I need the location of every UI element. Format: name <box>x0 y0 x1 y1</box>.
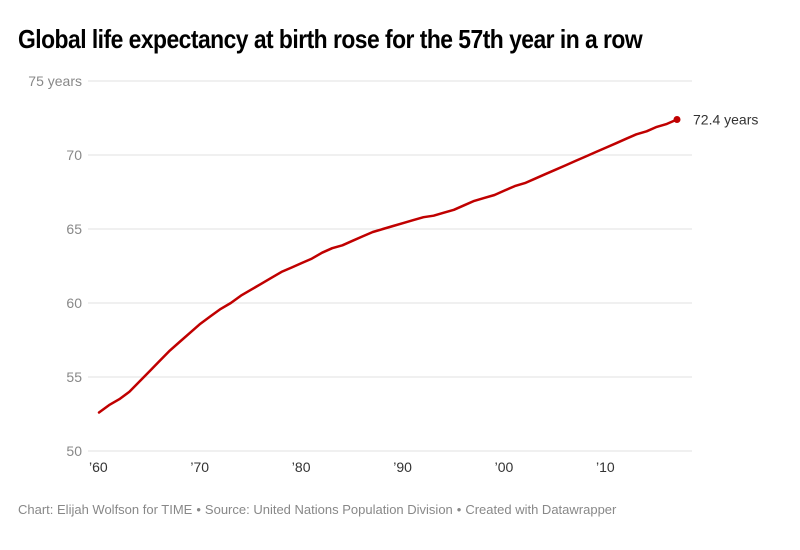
end-point-marker <box>673 115 681 123</box>
x-axis: ’60 ’70 ’80 ’90 ’00 ’10 <box>89 459 615 475</box>
series-line <box>97 118 679 414</box>
y-tick-label: 60 <box>66 295 82 311</box>
gridlines <box>88 80 692 452</box>
x-tick-label: ’90 <box>393 459 412 475</box>
end-value-label: 72.4 years <box>693 111 758 127</box>
x-tick-label: ’80 <box>292 459 311 475</box>
footer-chart-credit: Chart: Elijah Wolfson for TIME <box>18 502 193 517</box>
y-tick-label: 75 years <box>28 73 82 89</box>
chart-title: Global life expectancy at birth rose for… <box>18 24 643 54</box>
footer-tool-link[interactable]: Created with Datawrapper <box>465 502 617 517</box>
y-tick-label: 65 <box>66 221 82 237</box>
footer-separator: • <box>456 502 462 517</box>
y-tick-label: 70 <box>66 147 82 163</box>
series: 72.4 years <box>97 111 758 414</box>
footer-source: Source: United Nations Population Divisi… <box>204 502 453 517</box>
x-tick-label: ’10 <box>596 459 615 475</box>
x-tick-label: ’00 <box>495 459 514 475</box>
footer-credits: Chart: Elijah Wolfson for TIME • Source: U… <box>18 502 616 517</box>
y-tick-label: 50 <box>66 443 82 459</box>
x-tick-label: ’60 <box>89 459 108 475</box>
x-tick-label: ’70 <box>190 459 209 475</box>
y-tick-label: 55 <box>66 369 82 385</box>
y-axis: 50 55 60 65 70 75 years <box>28 73 82 459</box>
footer-separator: • <box>196 502 201 517</box>
